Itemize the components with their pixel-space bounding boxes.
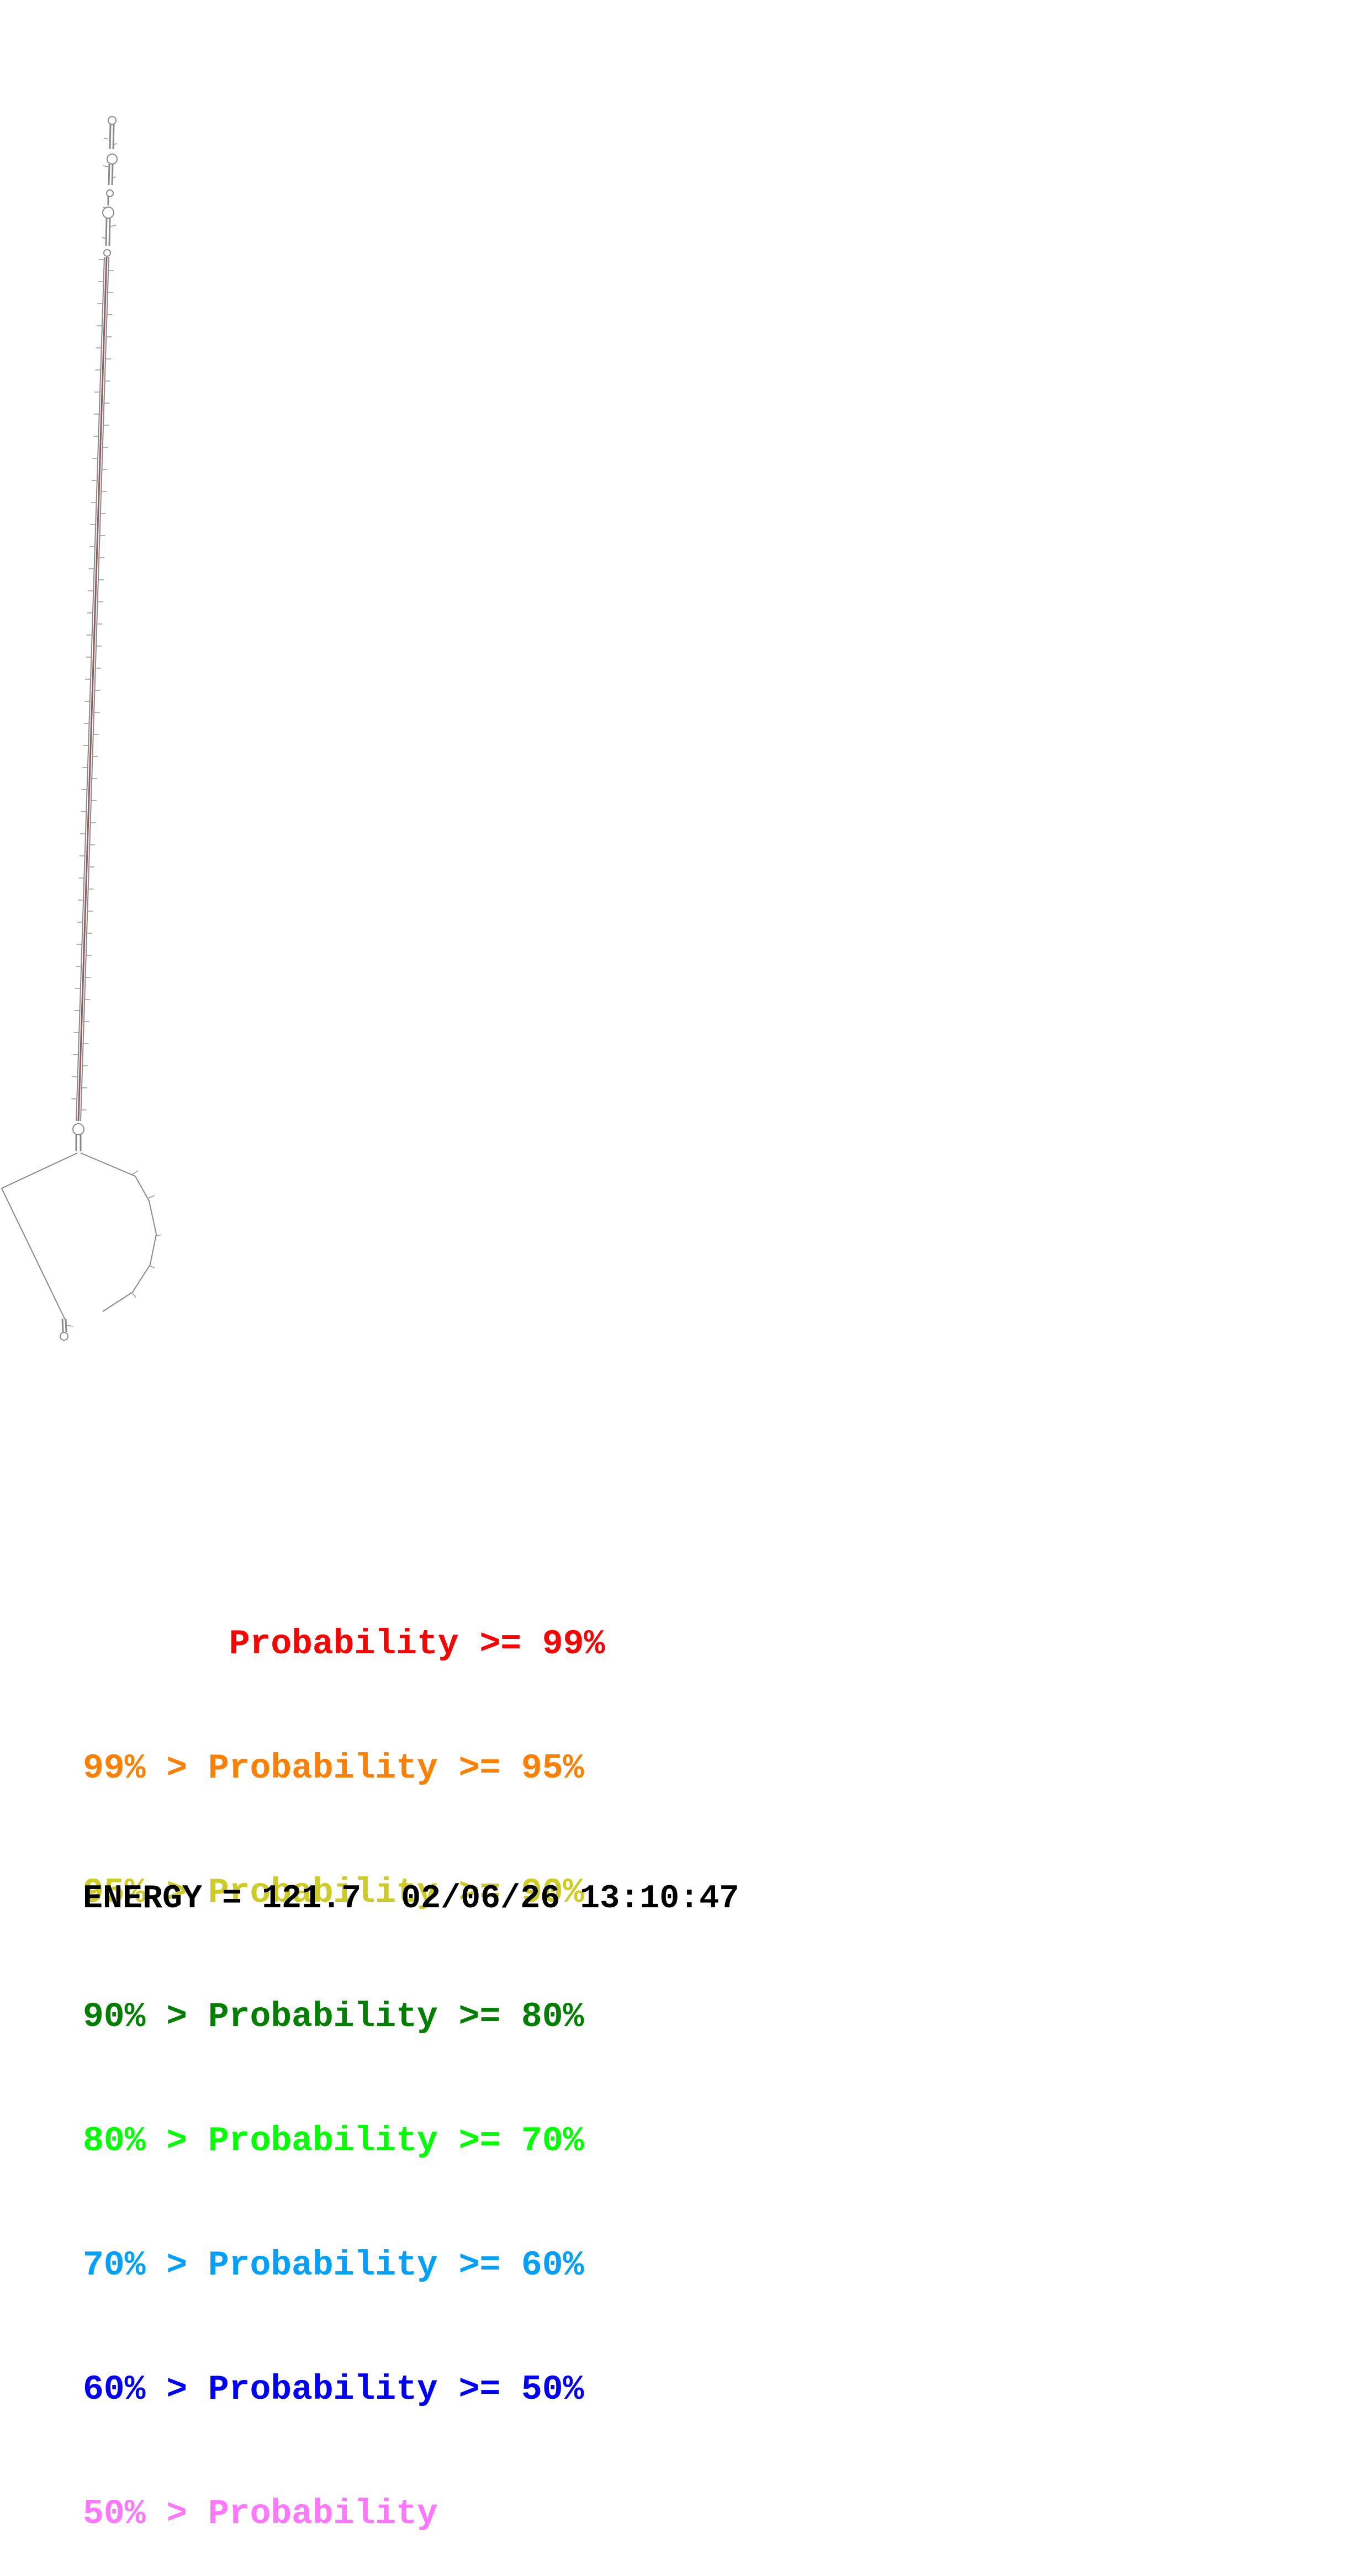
legend-entry-80: 90% > Probability >= 80%: [83, 1997, 584, 2037]
legend-entry-70: 80% > Probability >= 70%: [83, 2122, 584, 2161]
stem-base-pair-ticks: [71, 259, 114, 1110]
interior-loop-3: [102, 207, 114, 219]
exterior-loop-left: [1, 1152, 78, 1320]
hairpin-loop-bottom: [60, 1332, 68, 1341]
legend-entry-60: 70% > Probability >= 60%: [83, 2246, 584, 2285]
exterior-loop-right: [80, 1152, 157, 1312]
rna-structure-diagram: [1, 116, 162, 1341]
energy-footer: ENERGY = 121.7 02/06/26 13:10:47: [83, 1880, 739, 1918]
top-hairpin-cluster: [101, 116, 118, 257]
hairpin-loop-top: [108, 116, 117, 125]
legend-entry-90: 95% > Probability >= 90%: [83, 1873, 584, 1912]
legend-entry-below-50: 50% > Probability: [83, 2494, 438, 2533]
probability-legend: Probability >= 99% 99% > Probability >= …: [83, 1541, 605, 2576]
energy-label: ENERGY = 121.7: [83, 1880, 362, 1918]
bottom-hairpin: [60, 1318, 73, 1341]
legend-entry-99: Probability >= 99%: [83, 1625, 605, 1664]
bulge-loop-bottom: [72, 1123, 84, 1135]
long-stem: [71, 256, 114, 1122]
legend-entry-95: 99% > Probability >= 95%: [83, 1749, 584, 1788]
interior-loop-4: [103, 249, 111, 257]
interior-loop-2: [106, 189, 114, 197]
timestamp: 02/06/26 13:10:47: [401, 1880, 739, 1918]
interior-loop-1: [107, 154, 118, 165]
legend-entry-50: 60% > Probability >= 50%: [83, 2370, 584, 2409]
multiloop: [1, 1123, 162, 1320]
